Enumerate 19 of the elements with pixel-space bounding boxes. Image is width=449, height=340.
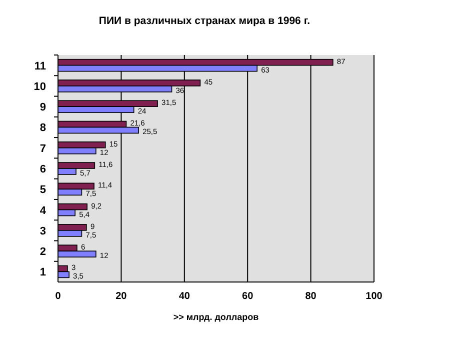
x-tick-label: 100 <box>366 291 383 302</box>
chart-title: ПИИ в различных странах мира в 1996 г. <box>98 15 310 27</box>
y-tick-label: 9 <box>40 102 46 114</box>
x-tick-label: 0 <box>55 291 62 302</box>
y-tick-label: 4 <box>40 204 47 217</box>
y-tick-label: 7 <box>40 142 46 155</box>
y-tick-label: 1 <box>40 266 46 279</box>
x-tick-label: 80 <box>305 291 317 302</box>
y-tick-label: 2 <box>40 246 46 258</box>
y-tick-label: 11 <box>34 60 46 72</box>
x-tick-label: 60 <box>242 291 254 302</box>
y-tick-label: 6 <box>40 164 46 176</box>
y-tick-label: 8 <box>40 122 46 134</box>
y-tick-label: 3 <box>40 225 46 238</box>
x-axis-title: >> млрд. долларов <box>173 312 260 322</box>
x-tick-label: 20 <box>116 291 128 302</box>
y-tick-label: 5 <box>40 184 46 196</box>
x-tick-label: 40 <box>178 291 190 302</box>
y-tick-label: 10 <box>34 80 46 93</box>
